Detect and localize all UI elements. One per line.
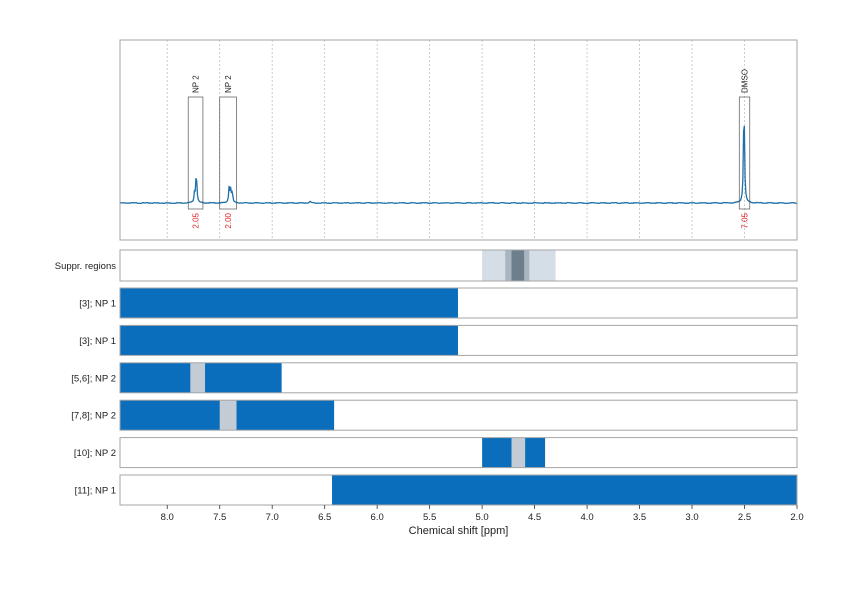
assignment-row-frame bbox=[119, 324, 798, 356]
assignment-row-label: [11]; NP 1 bbox=[75, 486, 116, 497]
suppression-regions-panel: Suppr. regions bbox=[55, 249, 798, 282]
x-tick-label: 8.0 bbox=[161, 512, 174, 523]
assignment-row: [7,8]; NP 2 bbox=[71, 399, 798, 431]
x-tick-label: 5.0 bbox=[476, 512, 489, 523]
assignment-row-label: [5,6]; NP 2 bbox=[71, 373, 116, 384]
assignment-row-label: [7,8]; NP 2 bbox=[71, 411, 116, 422]
suppression-row-label: Suppr. regions bbox=[55, 261, 117, 272]
assignment-gap bbox=[511, 437, 526, 468]
integral-value: 2.05 bbox=[192, 212, 201, 228]
integration-label: NP 2 bbox=[224, 75, 233, 93]
assignment-row-frame bbox=[119, 287, 798, 319]
assignment-row-label: [3]; NP 1 bbox=[79, 299, 116, 310]
assignment-row: [3]; NP 1 bbox=[79, 287, 798, 319]
assignment-row: [10]; NP 2 bbox=[74, 437, 798, 469]
assignment-row-frame bbox=[119, 437, 798, 469]
x-tick-label: 3.5 bbox=[633, 512, 646, 523]
x-tick-label: 6.5 bbox=[318, 512, 331, 523]
integration-label: NP 2 bbox=[192, 75, 201, 93]
integration-box bbox=[738, 96, 751, 210]
x-tick-label: 3.0 bbox=[685, 512, 698, 523]
integration-box bbox=[187, 96, 204, 210]
integral-value: 7.05 bbox=[741, 212, 750, 228]
assignment-bar bbox=[120, 288, 458, 318]
integration-label: DMSO bbox=[741, 69, 750, 93]
assignment-row-frame bbox=[119, 399, 798, 431]
integration-box bbox=[219, 96, 237, 210]
assignment-row-frame bbox=[119, 362, 798, 394]
assignment-row-frame bbox=[119, 474, 798, 506]
x-axis-label: Chemical shift [ppm] bbox=[409, 525, 509, 537]
x-tick-label: 2.5 bbox=[738, 512, 751, 523]
x-axis: 8.0 7.5 7.0 6.5 6.0 5.5 5.0 4.5 4.0 3.5 3.0 2.5 2.0 C… bbox=[161, 505, 804, 537]
assignment-rows-panel: [3]; NP 1 [3]; NP 1 [5,6]; NP 2 [7,8]; NP 2… bbox=[71, 287, 798, 506]
assignment-row: [11]; NP 1 bbox=[75, 474, 798, 506]
integral-value: 2.00 bbox=[224, 212, 233, 228]
x-tick-label: 7.5 bbox=[213, 512, 226, 523]
spectrum-frame bbox=[119, 39, 798, 241]
assignment-bar bbox=[332, 475, 797, 505]
x-tick-label: 7.0 bbox=[266, 512, 279, 523]
spectrum-line bbox=[119, 125, 798, 205]
spectrum-panel: NP 2 2.05 NP 2 2.00 DMSO 7.05 bbox=[119, 39, 798, 241]
assignment-row-label: [10]; NP 2 bbox=[74, 448, 116, 459]
suppression-region bbox=[511, 250, 525, 281]
assignment-row-label: [3]; NP 1 bbox=[79, 336, 116, 347]
assignment-row: [5,6]; NP 2 bbox=[71, 362, 798, 394]
x-tick-label: 5.5 bbox=[423, 512, 436, 523]
x-tick-label: 4.0 bbox=[580, 512, 593, 523]
assignment-gap bbox=[219, 400, 237, 431]
x-tick-label: 6.0 bbox=[371, 512, 384, 523]
suppression-frame bbox=[119, 249, 798, 282]
assignment-row: [3]; NP 1 bbox=[79, 324, 798, 356]
assignment-gap bbox=[190, 362, 206, 393]
assignment-bar bbox=[120, 325, 458, 356]
x-tick-label: 4.5 bbox=[528, 512, 541, 523]
x-tick-label: 2.0 bbox=[790, 512, 803, 523]
